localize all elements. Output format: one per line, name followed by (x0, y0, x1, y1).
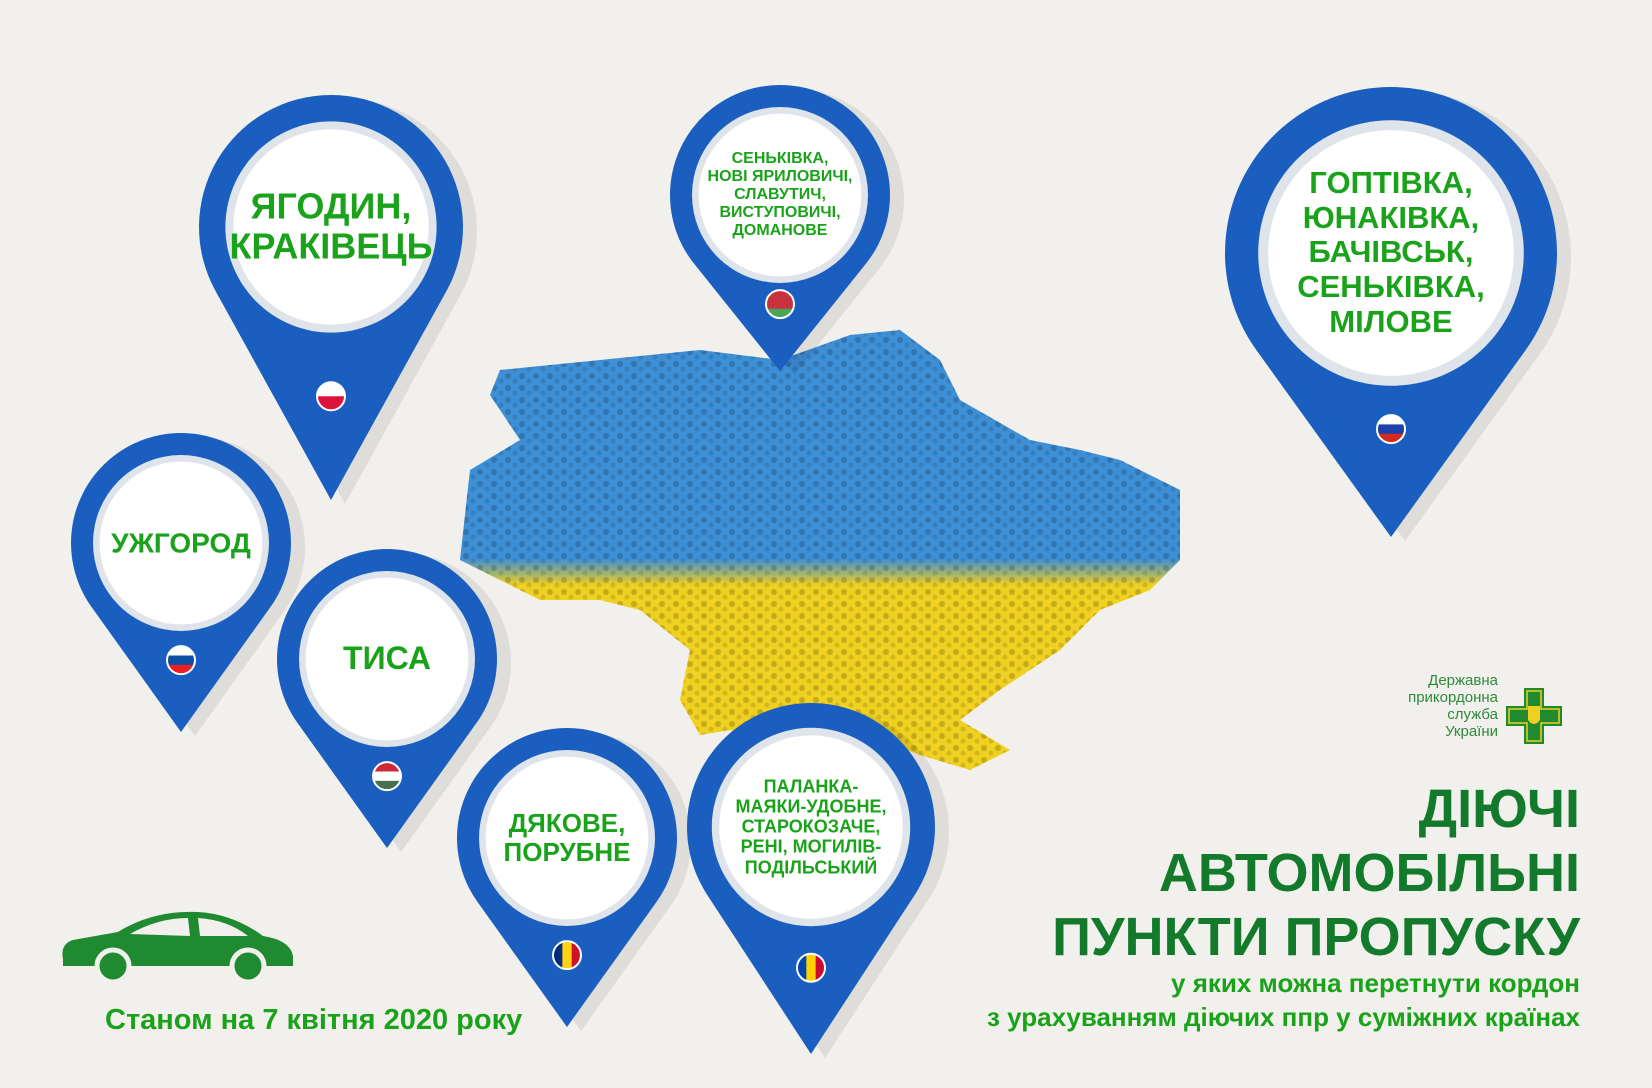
pin-label-circle (1268, 130, 1514, 376)
location-pin-romania (457, 728, 691, 1031)
logo-text: Державна прикордонна служба України (1408, 672, 1498, 740)
date-note: Станом на 7 квітня 2020 року (105, 1004, 523, 1036)
subtitle-line-1: у яких можна перетнути кордон (1171, 968, 1580, 998)
location-pin-slovakia (70, 432, 306, 736)
hungary-flag-icon (372, 761, 402, 792)
location-pin-russia (1225, 86, 1571, 541)
poland-flag-icon (316, 381, 346, 412)
russia-flag-icon (1376, 414, 1406, 445)
pin-label-circle (698, 113, 862, 277)
title-line-2: АВТОМОБІЛЬНІ (1158, 843, 1580, 903)
pin-label-romania: ДЯКОВЕ, ПОРУБНЕ (503, 807, 631, 867)
pin-label-slovakia: УЖГОРОД (111, 527, 251, 559)
pin-label-circle (233, 129, 429, 325)
pin-label-circle (485, 756, 649, 920)
location-pin-poland (199, 95, 477, 504)
slovakia-flag-icon (166, 645, 196, 676)
pin-label-russia: ГОПТІВКА, ЮНАКІВКА, БАЧІВСЬК, СЕНЬКІВКА,… (1297, 165, 1485, 340)
car-icon (62, 911, 293, 984)
pin-label-circle (99, 461, 263, 625)
moldova-flag-icon (796, 952, 826, 983)
subtitle-line-2: з урахуванням діючих ппр у суміжних краї… (986, 1002, 1580, 1032)
belarus-flag-icon (765, 289, 795, 320)
location-pin-moldova (686, 702, 949, 1058)
location-pin-belarus (670, 84, 904, 376)
pin-label-hungary: ТИСА (343, 640, 431, 677)
border-guard-cross-emblem-icon (1506, 688, 1562, 744)
pin-label-circle (305, 577, 469, 741)
pin-label-belarus: СЕНЬКІВКА, НОВІ ЯРИЛОВИЧІ, СЛАВУТИЧ, ВИС… (707, 150, 853, 239)
title-line-1: ДІЮЧІ (1418, 779, 1580, 839)
pin-label-moldova: ПАЛАНКА- МАЯКИ-УДОБНЕ, СТАРОКОЗАЧЕ, РЕНІ… (735, 776, 887, 878)
pin-label-circle (719, 735, 903, 919)
title-line-3: ПУНКТИ ПРОПУСКУ (1052, 907, 1580, 967)
location-pin-hungary (277, 548, 511, 852)
romania-flag-icon (552, 940, 582, 971)
pin-label-poland: ЯГОДИН, КРАКІВЕЦЬ (229, 185, 433, 267)
